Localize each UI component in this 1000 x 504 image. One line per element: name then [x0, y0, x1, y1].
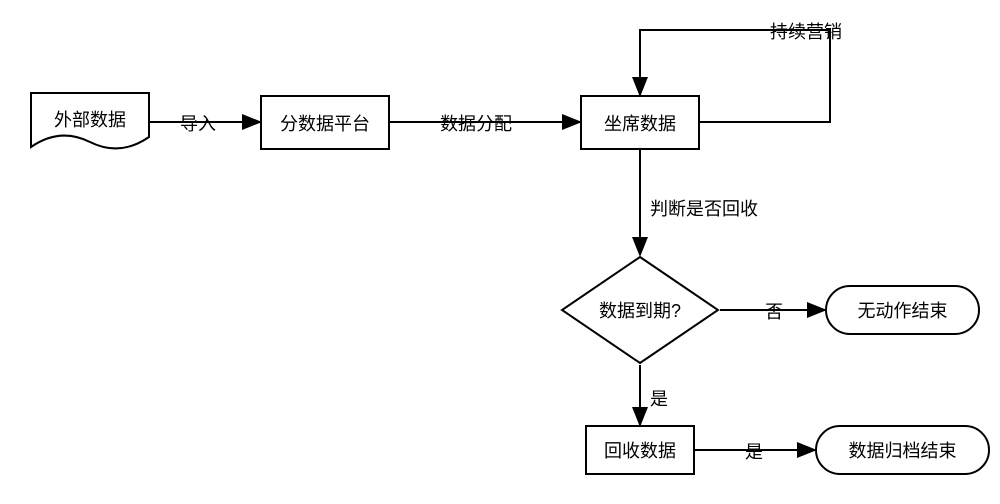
node-data-expired: 数据到期? [560, 255, 720, 365]
data-platform-label: 分数据平台 [280, 110, 370, 136]
edge-label-yes-down: 是 [650, 385, 668, 411]
edge-label-no: 否 [765, 298, 783, 324]
edge-label-yes-right: 是 [745, 438, 763, 464]
node-external-data: 外部数据 [30, 92, 150, 152]
edge-label-judge-recycle: 判断是否回收 [650, 195, 758, 221]
node-seat-data: 坐席数据 [580, 95, 700, 150]
data-expired-label: 数据到期? [560, 297, 720, 323]
node-archive-end: 数据归档结束 [815, 425, 990, 475]
no-action-end-label: 无动作结束 [825, 297, 980, 323]
recycle-data-label: 回收数据 [604, 437, 676, 463]
archive-end-label: 数据归档结束 [815, 437, 990, 463]
node-no-action-end: 无动作结束 [825, 285, 980, 335]
edge-label-loop: 持续营销 [770, 18, 842, 44]
edge-label-distribute: 数据分配 [440, 110, 512, 136]
external-data-label: 外部数据 [30, 106, 150, 132]
seat-data-label: 坐席数据 [604, 110, 676, 136]
node-data-platform: 分数据平台 [260, 95, 390, 150]
node-recycle-data: 回收数据 [585, 425, 695, 475]
edge-label-import: 导入 [180, 110, 216, 136]
